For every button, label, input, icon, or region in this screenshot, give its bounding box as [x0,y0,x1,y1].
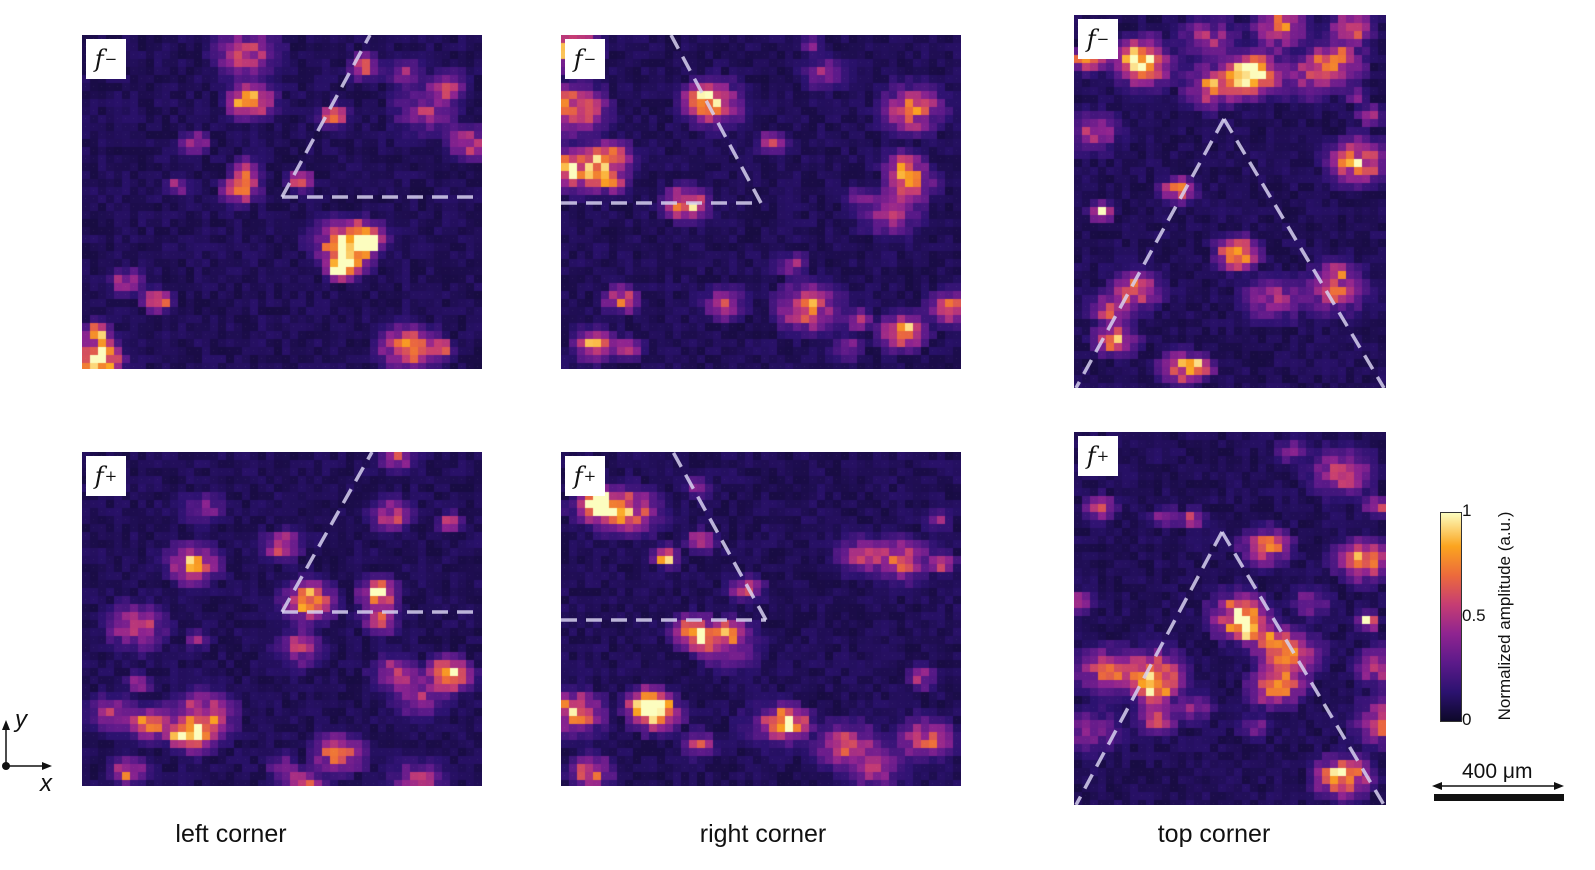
panel-right-corner-fplus: f + [561,452,961,786]
guide-lines [1074,531,1386,805]
frequency-label: f − [86,39,126,79]
heatmap [82,452,482,786]
axis-indicator [2,720,52,770]
colorbar-tick-max: 1 [1462,501,1472,520]
caption-left-corner: left corner [175,820,287,848]
colorbar-title: Normalized amplitude (a.u.) [1495,511,1514,721]
heatmap [1074,15,1386,388]
axis-y-label: y [15,706,27,733]
caption-top-corner: top corner [1157,820,1271,848]
heatmap [82,35,482,369]
heatmap [1074,432,1386,805]
guide-lines [280,452,482,614]
colorbar-tick-mid: 0.5 [1462,606,1486,625]
panel-left-corner-fminus: f − [82,35,482,369]
panel-top-corner-fminus: f − [1074,15,1386,388]
frequency-label: f + [1078,436,1118,476]
scalebar [1432,782,1564,801]
frequency-label: f − [565,39,605,79]
frequency-label: f − [1078,19,1118,59]
panel-right-corner-fminus: f − [561,35,961,369]
frequency-label: f + [565,456,605,496]
frequency-label: f + [86,456,126,496]
axis-x-label: x [40,770,52,797]
colorbar [1440,512,1462,722]
caption-right-corner: right corner [699,820,827,848]
guide-lines [1074,118,1386,388]
panel-left-corner-fplus: f + [82,452,482,786]
scalebar-label: 400 μm [1462,760,1533,783]
guide-lines [280,35,482,199]
guide-lines [561,35,763,205]
panel-top-corner-fplus: f + [1074,432,1386,805]
guide-lines [561,452,768,622]
colorbar-tick-min: 0 [1462,710,1472,729]
